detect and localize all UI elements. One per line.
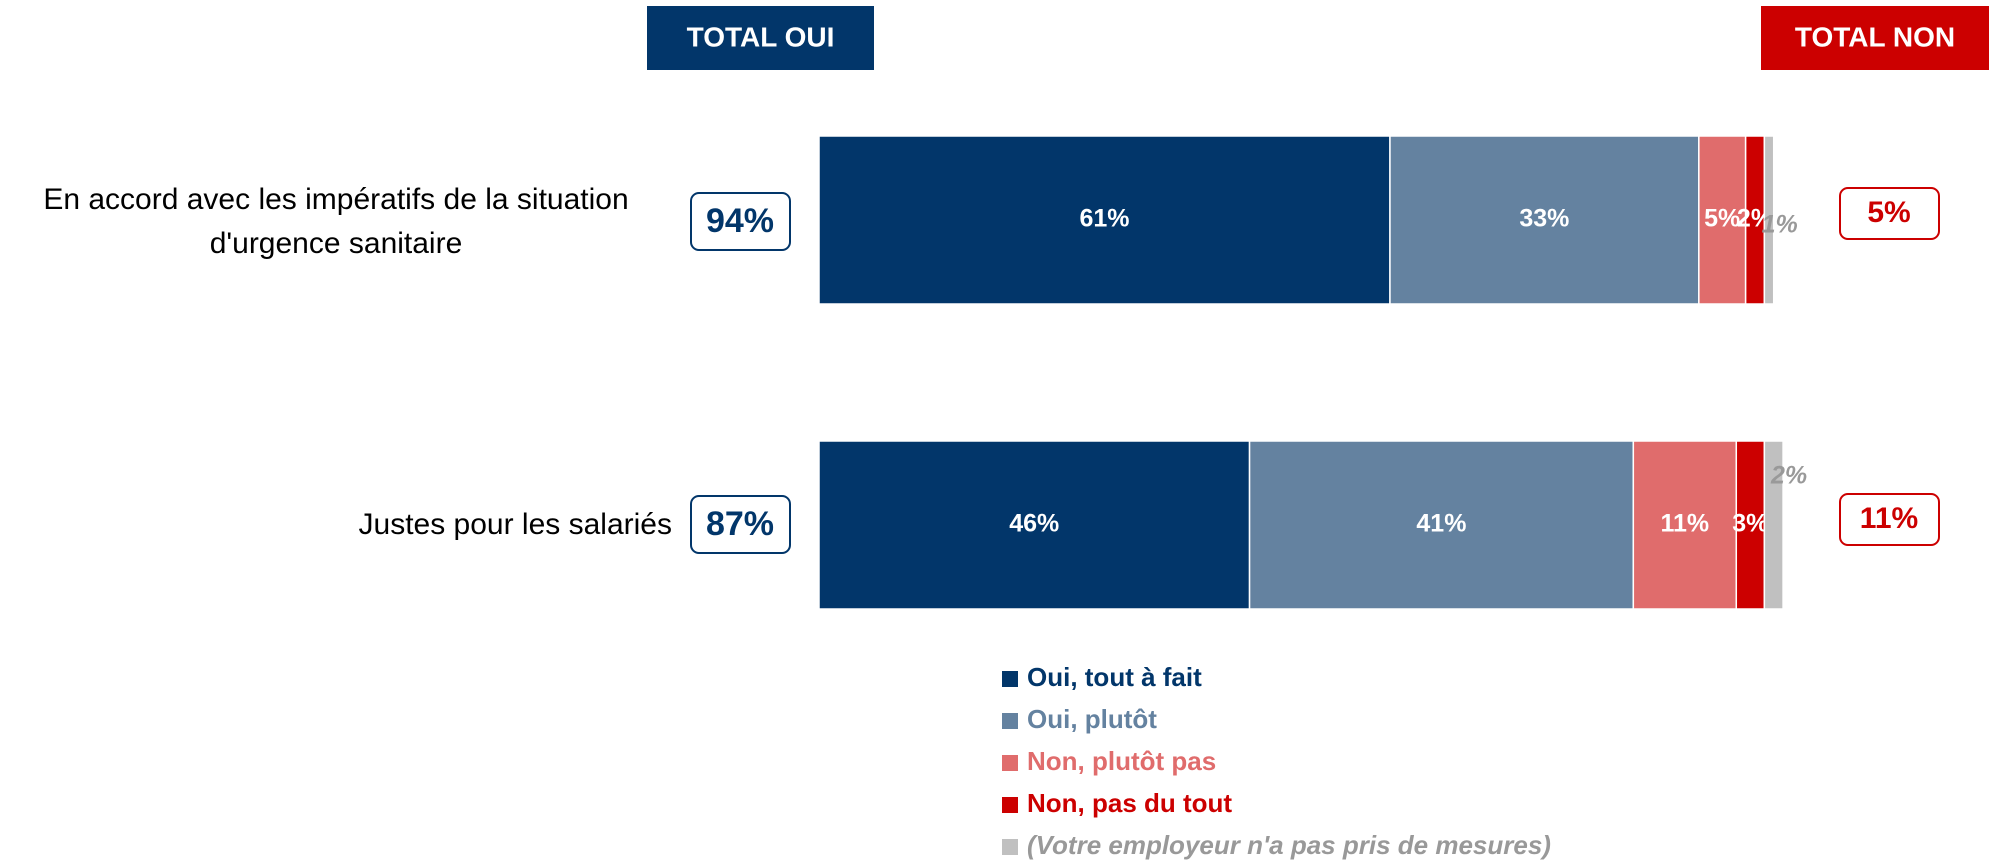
bar-segment bbox=[1763, 135, 1775, 305]
value-label: 2% bbox=[1770, 462, 1807, 490]
category-label: Justes pour les salariés bbox=[358, 508, 672, 541]
legend-swatch bbox=[1002, 755, 1018, 771]
bar-segment bbox=[1763, 440, 1784, 610]
header-box bbox=[1761, 6, 1989, 70]
legend-swatch bbox=[1002, 713, 1018, 729]
value-label: 1% bbox=[1762, 211, 1798, 239]
total-oui-label: 87% bbox=[706, 505, 774, 543]
header-title: TOTAL OUI bbox=[687, 21, 835, 52]
legend-swatch bbox=[1002, 839, 1018, 855]
value-label: 3% bbox=[1732, 510, 1768, 538]
header-title: TOTAL NON bbox=[1795, 21, 1955, 52]
value-label: 41% bbox=[1416, 510, 1466, 538]
total-non-box bbox=[1839, 187, 1940, 240]
legend-label: Oui, plutôt bbox=[1027, 704, 1157, 734]
value-label: 11% bbox=[1660, 510, 1709, 538]
bar-segment bbox=[1248, 440, 1635, 610]
value-label: 33% bbox=[1519, 205, 1569, 233]
total-oui-box bbox=[690, 495, 791, 554]
total-oui-box bbox=[690, 192, 791, 251]
legend-label: Non, plutôt pas bbox=[1027, 746, 1216, 776]
value-label: 61% bbox=[1079, 205, 1129, 233]
header-box bbox=[647, 6, 874, 70]
value-label: 5% bbox=[1704, 205, 1740, 233]
legend-swatch bbox=[1002, 671, 1018, 687]
total-non-box bbox=[1839, 493, 1940, 546]
legend-swatch bbox=[1002, 797, 1018, 813]
total-oui-label: 94% bbox=[706, 202, 774, 240]
legend-label: (Votre employeur n'a pas pris de mesures… bbox=[1027, 830, 1551, 860]
legend-label: Oui, tout à fait bbox=[1027, 662, 1202, 692]
total-non-label: 11% bbox=[1860, 502, 1918, 535]
bar-segment bbox=[818, 440, 1251, 610]
bar-segment bbox=[1735, 440, 1766, 610]
bar-segment bbox=[818, 135, 1391, 305]
category-label: En accord avec les impératifs de la situ… bbox=[43, 183, 629, 260]
total-non-label: 5% bbox=[1867, 196, 1910, 229]
legend-label: Non, pas du tout bbox=[1027, 788, 1232, 818]
value-label: 46% bbox=[1009, 510, 1059, 538]
